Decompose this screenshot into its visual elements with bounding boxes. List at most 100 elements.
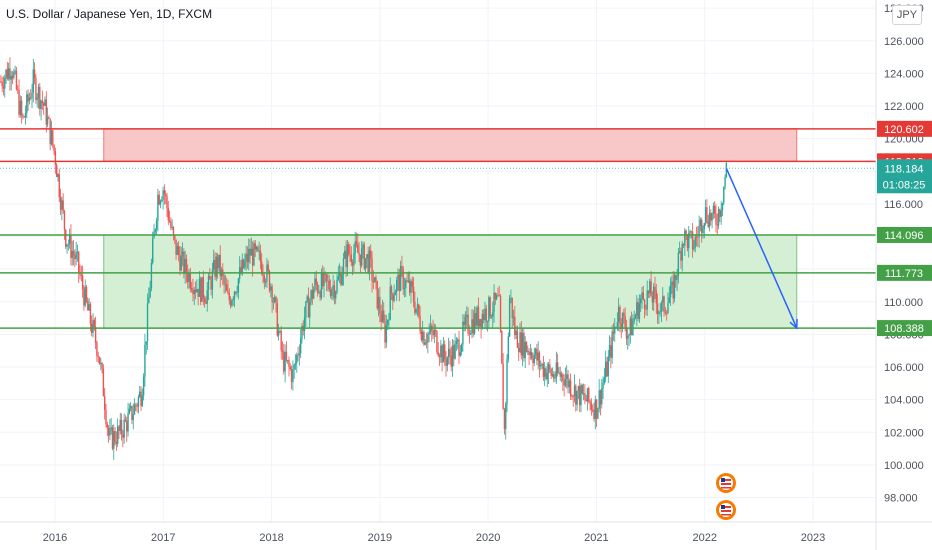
- flag-stripe: [721, 479, 731, 481]
- candle-body: [542, 363, 545, 377]
- candle-body: [569, 380, 572, 396]
- candle-body: [389, 286, 391, 320]
- candle-body: [601, 388, 603, 405]
- candle-body: [192, 289, 194, 295]
- candle-body: [627, 335, 629, 339]
- candle-body: [185, 258, 188, 274]
- candle-body: [309, 301, 311, 318]
- candle-body: [286, 360, 289, 361]
- candle-body: [140, 391, 142, 406]
- time-axis[interactable]: 2016 2017 2018 2019 2020 2021 2022 2023: [43, 532, 825, 544]
- candle-body: [415, 308, 417, 313]
- candle-body: [315, 278, 317, 285]
- current-price-label-bg: [877, 159, 932, 194]
- support-top-label-bg: [877, 226, 932, 243]
- candle-body: [281, 350, 284, 353]
- candle-body: [229, 300, 232, 306]
- candle-body: [285, 351, 288, 361]
- candle-body: [305, 301, 307, 318]
- candle-body: [490, 316, 493, 318]
- candle-body: [646, 290, 648, 310]
- candle-body: [407, 280, 410, 282]
- candle-body: [167, 208, 169, 221]
- candle-body: [1, 81, 3, 87]
- candle-body: [564, 378, 567, 386]
- candle-body: [469, 333, 472, 335]
- candle-body: [261, 261, 263, 274]
- candle-body: [428, 332, 430, 335]
- candle-body: [549, 364, 551, 370]
- candle-body: [188, 272, 190, 282]
- candle-body: [139, 391, 141, 397]
- candle-body: [385, 325, 388, 343]
- candle-body: [179, 255, 181, 271]
- candle-body: [150, 262, 153, 288]
- candle-body: [579, 386, 581, 406]
- candle-body: [216, 256, 219, 269]
- candle-body: [111, 427, 114, 449]
- candle-body: [354, 241, 356, 254]
- candle-body: [377, 296, 380, 309]
- candle-body: [233, 291, 236, 300]
- candle-body: [693, 247, 695, 250]
- price-tick-label: 104.000: [884, 395, 924, 407]
- candle-body: [540, 364, 542, 367]
- resistance-zone: [103, 128, 798, 162]
- candle-body: [175, 239, 177, 255]
- candle-body: [394, 291, 397, 296]
- candle-body: [702, 229, 704, 234]
- currency-badge[interactable]: JPY: [892, 5, 922, 25]
- candle-body: [440, 345, 442, 358]
- candle-body: [599, 390, 602, 405]
- candle-body: [307, 296, 310, 318]
- candle-body: [560, 374, 563, 377]
- candle-body: [146, 303, 149, 342]
- candle-body: [418, 304, 420, 316]
- flag-stripe: [721, 483, 731, 485]
- candle-body: [292, 369, 294, 383]
- candle-body: [194, 289, 197, 292]
- candle-body: [124, 419, 127, 422]
- candle-body: [257, 246, 259, 251]
- candle-body: [658, 311, 660, 315]
- candle-body: [719, 209, 721, 217]
- candle-body: [37, 87, 40, 98]
- candle-body: [676, 276, 678, 280]
- candle-body: [446, 357, 449, 367]
- candle-body: [267, 264, 269, 272]
- candle-body: [324, 272, 327, 275]
- candle-body: [515, 330, 517, 336]
- candle-body: [2, 86, 5, 89]
- candle-body: [615, 326, 617, 328]
- event-icons[interactable]: [716, 473, 736, 520]
- candle-body: [525, 341, 528, 352]
- candle-body: [614, 326, 616, 334]
- candle-body: [363, 244, 365, 269]
- candle-body: [536, 348, 538, 361]
- candle-body: [71, 251, 73, 258]
- candle-body: [690, 231, 693, 233]
- candle-body: [0, 81, 2, 83]
- candle-body: [96, 342, 98, 357]
- candle-body: [593, 409, 595, 419]
- candle-body: [514, 316, 516, 336]
- candle-body: [26, 94, 28, 114]
- candle-body: [65, 229, 67, 247]
- candle-body: [667, 303, 669, 314]
- candle-body: [74, 255, 76, 260]
- candle-body: [497, 295, 499, 297]
- candle-body: [591, 409, 594, 411]
- candle-body: [585, 399, 587, 402]
- year-tick-label: 2017: [151, 532, 175, 544]
- candle-body: [371, 258, 373, 282]
- candle-body: [494, 292, 497, 300]
- candle-body: [630, 318, 633, 336]
- candle-body: [406, 280, 408, 282]
- candle-body: [597, 408, 599, 419]
- candle-body: [386, 320, 389, 326]
- candle-body: [57, 174, 59, 178]
- candle-body: [290, 368, 293, 383]
- candle-body: [129, 406, 132, 409]
